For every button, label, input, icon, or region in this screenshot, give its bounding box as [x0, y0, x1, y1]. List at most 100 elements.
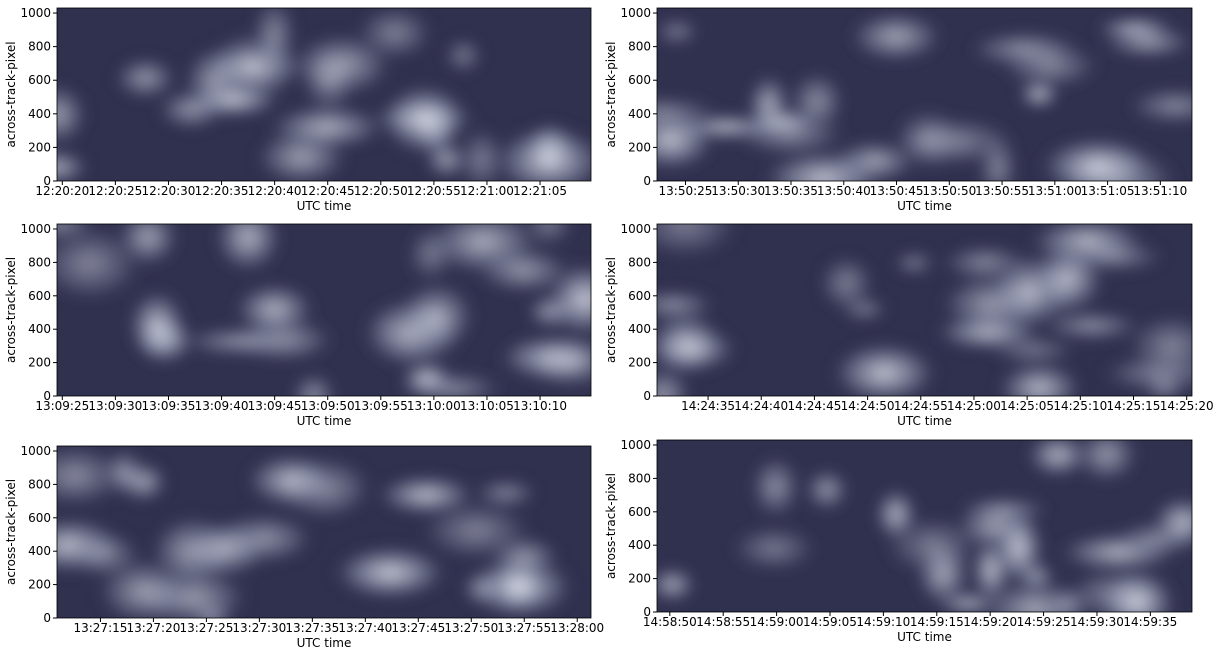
x-tick-label: 13:27:20 — [126, 621, 180, 635]
x-tick-label: 14:59:15 — [910, 615, 964, 629]
x-tick-label: 14:24:45 — [787, 399, 841, 413]
y-tick-label: 400 — [628, 107, 651, 121]
cloud — [264, 104, 389, 150]
cloud — [417, 500, 535, 562]
x-tick-label: 13:09:45 — [248, 399, 302, 413]
y-tick-label: 800 — [628, 40, 651, 54]
x-axis-label: UTC time — [897, 630, 952, 644]
cloud — [102, 447, 147, 498]
y-tick-label: 1000 — [620, 222, 651, 236]
figure: 12:20:2012:20:2512:20:3012:20:3512:20:40… — [0, 0, 1223, 650]
cloud — [213, 201, 284, 274]
y-tick-label: 200 — [628, 140, 651, 154]
x-tick-label: 14:59:20 — [963, 615, 1017, 629]
cloud — [818, 253, 876, 313]
x-tick-label: 12:20:55 — [407, 184, 461, 198]
x-tick-label: 14:24:50 — [841, 399, 895, 413]
x-tick-label: 14:24:35 — [681, 399, 735, 413]
x-tick-label: 12:21:05 — [513, 184, 567, 198]
y-tick-label: 1000 — [20, 444, 51, 458]
cloud — [243, 452, 338, 508]
y-tick-label: 400 — [28, 544, 51, 558]
y-tick-label: 0 — [643, 389, 651, 403]
x-tick-label: 12:20:40 — [248, 184, 302, 198]
x-tick-label: 13:27:25 — [179, 621, 233, 635]
x-tick-label: 14:59:30 — [1070, 615, 1124, 629]
x-tick-label: 13:09:55 — [354, 399, 408, 413]
cloud — [443, 37, 484, 75]
y-tick-label: 1000 — [20, 6, 51, 20]
y-tick-label: 600 — [628, 289, 651, 303]
y-tick-label: 600 — [28, 73, 51, 87]
y-tick-label: 0 — [643, 174, 651, 188]
y-tick-label: 200 — [628, 356, 651, 370]
x-tick-label: 13:27:15 — [73, 621, 127, 635]
x-tick-label: 13:27:45 — [391, 621, 445, 635]
x-axis-label: UTC time — [297, 414, 352, 428]
x-tick-label: 13:09:50 — [301, 399, 355, 413]
y-tick-label: 800 — [28, 40, 51, 54]
x-tick-label: 14:59:35 — [1123, 615, 1177, 629]
y-tick-label: 800 — [28, 255, 51, 269]
cloud — [399, 360, 455, 396]
y-tick-label: 0 — [643, 605, 651, 619]
cloud — [1125, 86, 1223, 125]
y-tick-label: 400 — [28, 322, 51, 336]
x-tick-label: 13:50:55 — [975, 184, 1029, 198]
cloud — [846, 10, 946, 63]
x-tick-label: 12:20:25 — [88, 184, 142, 198]
cloud-imagery — [600, 10, 1223, 213]
y-tick-label: 0 — [43, 174, 51, 188]
x-tick-label: 14:58:55 — [696, 615, 750, 629]
cloud — [1151, 495, 1216, 548]
cloud — [744, 108, 823, 136]
x-tick-label: 14:24:40 — [734, 399, 788, 413]
x-tick-label: 14:25:10 — [1053, 399, 1107, 413]
y-tick-label: 600 — [628, 73, 651, 87]
y-tick-label: 200 — [28, 140, 51, 154]
x-tick-label: 12:20:50 — [354, 184, 408, 198]
x-tick-label: 13:09:40 — [195, 399, 249, 413]
y-axis-label: across-track-pixel — [4, 479, 18, 585]
y-tick-label: 800 — [628, 255, 651, 269]
cloud — [405, 225, 456, 284]
x-tick-label: 13:10:05 — [460, 399, 514, 413]
x-tick-label: 14:25:20 — [1160, 399, 1214, 413]
y-axis-label: across-track-pixel — [604, 257, 618, 363]
y-tick-label: 200 — [628, 572, 651, 586]
x-tick-label: 13:09:35 — [142, 399, 196, 413]
cloud — [1025, 432, 1091, 479]
cloud — [759, 149, 888, 208]
y-tick-label: 800 — [628, 471, 651, 485]
cloud — [991, 511, 1045, 587]
x-tick-label: 13:27:40 — [338, 621, 392, 635]
y-axis-label: across-track-pixel — [604, 473, 618, 579]
y-tick-label: 1000 — [620, 6, 651, 20]
x-tick-label: 14:25:15 — [1107, 399, 1161, 413]
y-tick-label: 0 — [43, 611, 51, 625]
x-tick-label: 13:27:35 — [285, 621, 339, 635]
x-tick-label: 13:27:50 — [444, 621, 498, 635]
cloud — [647, 566, 697, 603]
cloud — [68, 530, 144, 580]
x-tick-label: 13:50:40 — [817, 184, 871, 198]
y-tick-label: 600 — [628, 505, 651, 519]
x-axis-label: UTC time — [297, 199, 352, 213]
cloud — [473, 246, 575, 294]
y-tick-label: 800 — [28, 477, 51, 491]
x-tick-label: 12:20:35 — [195, 184, 249, 198]
x-tick-label: 14:25:00 — [947, 399, 1001, 413]
y-tick-label: 200 — [28, 578, 51, 592]
y-tick-label: 1000 — [20, 222, 51, 236]
x-tick-label: 13:27:55 — [497, 621, 551, 635]
x-tick-label: 14:59:25 — [1017, 615, 1071, 629]
y-tick-label: 200 — [28, 356, 51, 370]
x-tick-label: 13:50:35 — [764, 184, 818, 198]
x-tick-label: 13:50:30 — [711, 184, 765, 198]
x-tick-label: 14:59:05 — [803, 615, 857, 629]
y-axis-label: across-track-pixel — [604, 41, 618, 147]
cloud — [998, 42, 1103, 90]
x-tick-label: 13:10:00 — [407, 399, 461, 413]
x-tick-label: 13:28:00 — [550, 621, 604, 635]
cloud — [874, 486, 918, 542]
